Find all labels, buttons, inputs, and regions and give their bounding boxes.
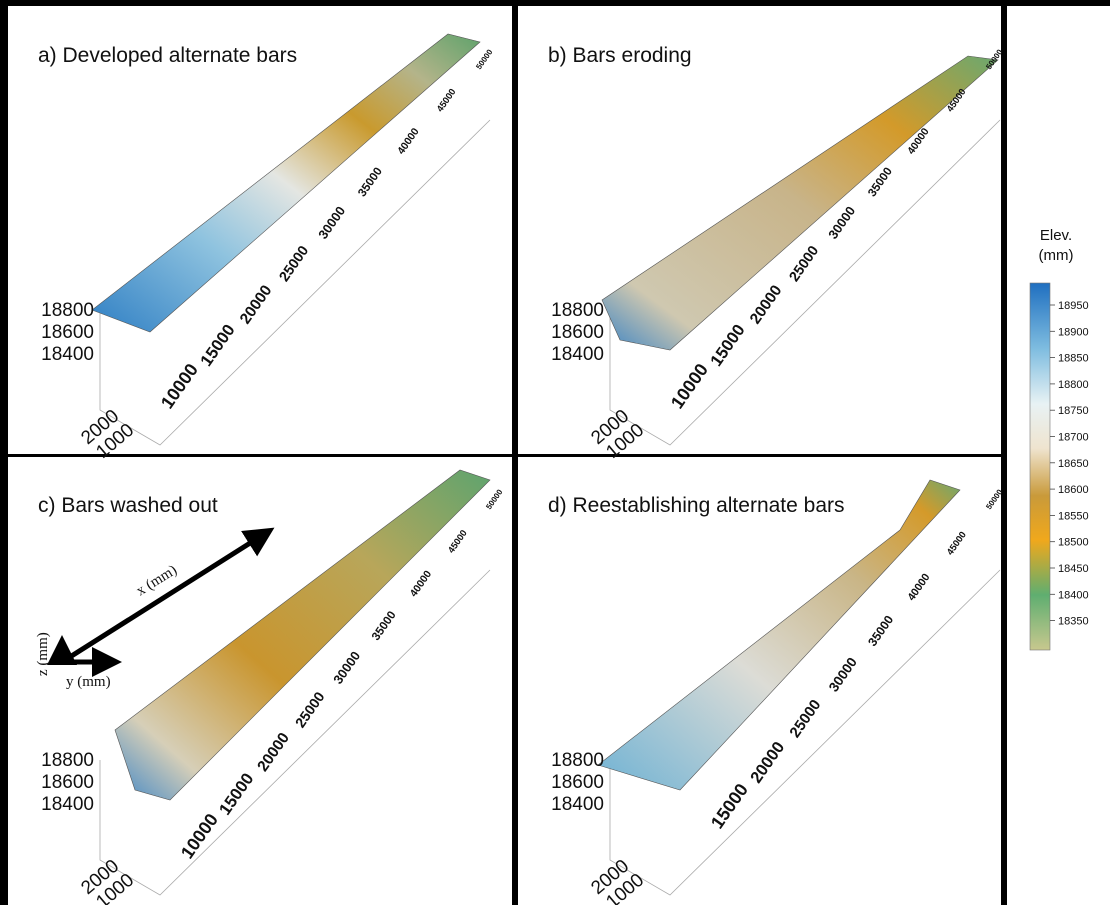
x-tick-label: 40000 <box>395 126 422 157</box>
colorbar-title: Elev. <box>1040 227 1072 244</box>
x-tick-label: 45000 <box>944 529 968 557</box>
z-tick-label: 18400 <box>551 344 604 365</box>
z-tick-label: 18600 <box>41 322 94 343</box>
panel-title: b) Bars eroding <box>548 44 692 67</box>
x-tick-label: 40000 <box>905 572 932 604</box>
x-tick-label: 25000 <box>276 243 312 285</box>
z-tick-label: 18800 <box>551 750 604 771</box>
panel-title: a) Developed alternate bars <box>38 44 297 67</box>
surface <box>92 34 480 332</box>
z-tick-label: 18400 <box>41 794 94 815</box>
colorbar-tick-label: 18850 <box>1058 353 1089 365</box>
z-tick-label: 18400 <box>551 794 604 815</box>
surface <box>602 56 998 350</box>
x-tick-label: 35000 <box>356 165 386 200</box>
z-tick-label: 18800 <box>551 300 604 321</box>
x-tick-label: 30000 <box>826 654 860 694</box>
colorbar-tick-label: 18500 <box>1058 537 1089 549</box>
x-tick-label: 15000 <box>196 321 238 370</box>
x-tick-label: 10000 <box>177 810 222 862</box>
surface <box>115 470 490 800</box>
z-axis-key: z (mm) <box>35 632 51 676</box>
x-tick-label: 30000 <box>825 203 858 241</box>
panel: b) Bars eroding1880018600184002000100010… <box>548 44 1005 463</box>
colorbar-tick-label: 18950 <box>1058 300 1089 312</box>
x-tick-label: 15000 <box>706 321 748 370</box>
x-tick-label: 40000 <box>408 568 435 599</box>
z-tick-label: 18600 <box>551 772 604 793</box>
x-tick-label: 50000 <box>484 487 504 511</box>
colorbar-tick-label: 18800 <box>1058 379 1089 391</box>
colorbar-unit: (mm) <box>1039 247 1074 264</box>
z-tick-label: 18800 <box>41 750 94 771</box>
x-tick-label: 25000 <box>786 243 822 285</box>
x-tick-label: 35000 <box>865 613 896 649</box>
z-tick-label: 18800 <box>41 300 94 321</box>
x-tick-label: 15000 <box>215 769 257 818</box>
x-tick-label: 10000 <box>667 360 712 412</box>
x-tick-label: 45000 <box>435 87 458 114</box>
x-tick-label: 20000 <box>237 282 276 327</box>
z-tick-label: 18600 <box>551 322 604 343</box>
x-tick-label: 30000 <box>330 648 363 686</box>
y-axis-key: y (mm) <box>66 674 111 690</box>
x-tick-label: 15000 <box>707 780 752 832</box>
panel: a) Developed alternate bars 1880018600184… <box>38 34 495 463</box>
colorbar-tick-label: 18650 <box>1058 458 1089 470</box>
x-tick-label: 50000 <box>474 47 494 71</box>
x-tick-label: 45000 <box>446 528 469 555</box>
panel-title: c) Bars washed out <box>38 494 218 517</box>
x-tick-label: 25000 <box>293 689 329 731</box>
colorbar-tick-label: 18400 <box>1058 589 1089 601</box>
x-tick-label: 20000 <box>254 730 293 775</box>
x-tick-label: 25000 <box>786 697 824 741</box>
x-tick-label: 35000 <box>369 608 399 643</box>
x-tick-label: 20000 <box>747 282 786 327</box>
colorbar-tick-label: 18700 <box>1058 432 1089 444</box>
colorbar-tick-label: 18600 <box>1058 484 1089 496</box>
colorbar-tick-label: 18900 <box>1058 326 1089 338</box>
colorbar-tick-label: 18750 <box>1058 405 1089 417</box>
colorbar-tick-label: 18350 <box>1058 616 1089 628</box>
colorbar-tick-label: 18550 <box>1058 510 1089 522</box>
panel: d) Reestablishing alternate bars 18800186… <box>548 480 1005 905</box>
panel-title: d) Reestablishing alternate bars <box>548 494 845 517</box>
x-tick-label: 20000 <box>746 738 788 787</box>
figure: x (mm) z (mm) y (mm) Elev. (mm) a) Devel… <box>0 0 1110 905</box>
x-tick-label: 30000 <box>315 203 348 241</box>
z-tick-label: 18400 <box>41 344 94 365</box>
z-tick-label: 18600 <box>41 772 94 793</box>
colorbar-tick-label: 18450 <box>1058 563 1089 575</box>
x-tick-label: 10000 <box>157 360 202 412</box>
